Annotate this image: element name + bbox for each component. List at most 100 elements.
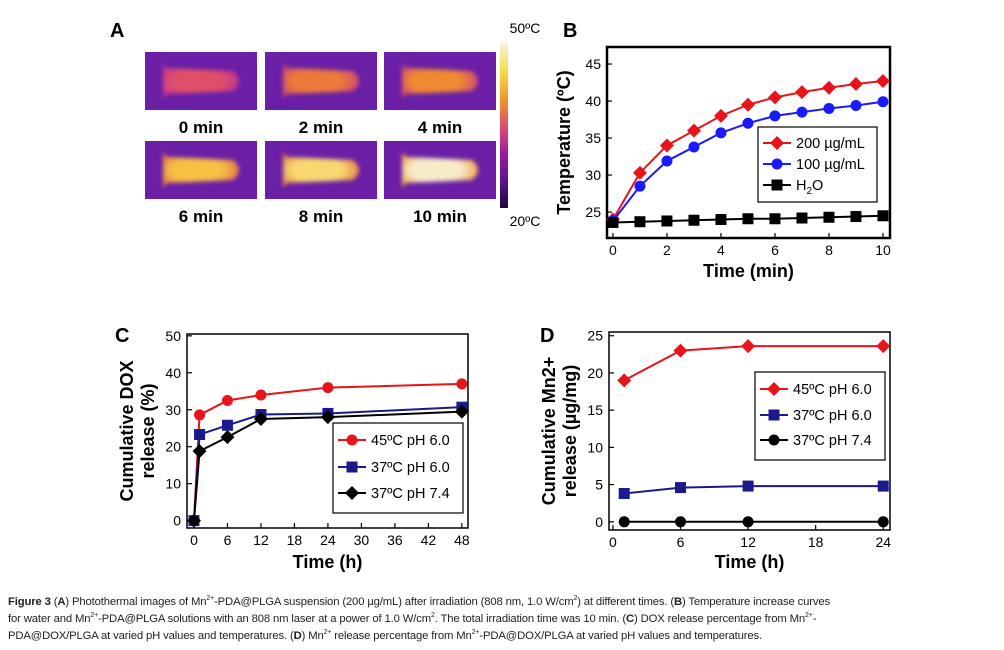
series-line	[623, 345, 884, 382]
caption-text: ) Temperature increase curves	[682, 596, 831, 608]
data-point-circle	[688, 141, 700, 153]
y-tick-label: 20	[587, 365, 603, 381]
x-tick-label: 0	[609, 242, 617, 258]
y-axis-title: Temperature (ºC)	[554, 70, 574, 214]
panel-a-thermal-images: A 0 min 2 min 4 min 6 min 8 min 10 min 50ºC 20ºC	[110, 20, 540, 229]
caption-text: -PDA@DOX/PLGA at varied pH values and te…	[479, 630, 762, 642]
y-tick-label: 50	[165, 328, 181, 344]
legend-label: 200 µg/mL	[796, 136, 865, 152]
x-axis-title: Time (h)	[715, 552, 785, 572]
caption-text: ) DOX release percentage from Mn	[634, 613, 806, 625]
x-axis-title: Time (h)	[293, 552, 363, 572]
data-point-diamond	[673, 343, 688, 358]
legend-label: 45ºC pH 6.0	[371, 433, 450, 449]
x-tick-label: 4	[717, 242, 725, 258]
thermal-image-frame	[384, 52, 496, 110]
data-point-diamond	[876, 339, 891, 354]
x-tick-label: 48	[454, 532, 470, 548]
y-axis-title: release (µg/mg)	[560, 365, 580, 497]
caption-text: A	[57, 596, 66, 608]
thermal-image-frame	[145, 52, 257, 110]
caption-text: -PDA@PLGA suspension (200 µg/mL) after i…	[214, 596, 574, 608]
x-tick-label: 6	[771, 242, 779, 258]
series-1	[618, 480, 889, 500]
data-point-diamond	[741, 339, 756, 354]
colorbar	[500, 42, 508, 208]
series-0	[617, 339, 891, 388]
legend-item: 37ºC pH 7.4	[760, 433, 872, 449]
legend-label: 37ºC pH 6.0	[793, 408, 872, 424]
data-point-circle	[877, 96, 889, 108]
x-tick-label: 2	[663, 242, 671, 258]
caption-text: B	[674, 596, 683, 608]
y-tick-label: 25	[585, 204, 601, 220]
legend-label: 37ºC pH 7.4	[793, 433, 872, 449]
data-point-square	[688, 214, 700, 226]
caption-superscript: 2+	[805, 612, 813, 619]
data-point-square	[715, 213, 727, 225]
series-line	[192, 410, 462, 521]
data-point-square	[661, 215, 673, 227]
x-tick-label: 8	[825, 242, 833, 258]
y-tick-label: 0	[595, 514, 603, 530]
legend-item: 37ºC pH 7.4	[338, 486, 450, 502]
plot-frame	[608, 331, 891, 531]
x-tick-label: 18	[808, 534, 824, 550]
data-point-diamond	[848, 77, 863, 92]
frame-time-label: 8 min	[299, 207, 343, 226]
y-tick-label: 40	[585, 93, 601, 109]
data-point-circle	[456, 378, 468, 390]
frame-time-label: 6 min	[179, 207, 223, 226]
thermal-image-frame	[265, 52, 377, 110]
y-tick-label: 45	[585, 56, 601, 72]
data-point-circle	[194, 409, 206, 421]
data-point-diamond	[220, 430, 235, 445]
x-tick-label: 10	[875, 242, 891, 258]
thermal-image-frame	[145, 141, 257, 199]
caption-text: (	[50, 596, 58, 608]
x-tick-label: 36	[387, 532, 403, 548]
data-point-diamond	[686, 123, 701, 138]
y-tick-label: 5	[595, 477, 603, 493]
x-tick-label: 42	[421, 532, 437, 548]
x-tick-label: 0	[190, 532, 198, 548]
data-point-diamond	[617, 373, 632, 388]
data-point-diamond	[794, 85, 809, 100]
series-0	[605, 74, 890, 227]
y-tick-label: 20	[165, 439, 181, 455]
caption-text: ) Photothermal images of Mn	[65, 596, 207, 608]
x-tick-label: 6	[677, 534, 685, 550]
legend: 200 µg/mL 100 µg/mL H2O	[757, 126, 878, 203]
plot-frame	[605, 45, 892, 240]
data-point-circle	[634, 180, 646, 192]
legend-label: 37ºC pH 7.4	[371, 486, 450, 502]
data-point-diamond	[770, 136, 784, 150]
data-point-square	[634, 216, 646, 228]
caption-superscript: 2+	[323, 629, 332, 636]
x-tick-label: 24	[320, 532, 336, 548]
panel-label-c: C	[115, 325, 129, 347]
caption-text: -	[812, 613, 817, 625]
data-point-diamond	[632, 165, 647, 180]
caption-text: PDA@DOX/PLGA at varied pH values and tem…	[8, 630, 294, 642]
y-tick-label: 25	[587, 328, 603, 344]
data-point-diamond	[875, 74, 890, 89]
data-point-circle	[768, 434, 780, 446]
caption-text: . The total irradiation time was 10 min.…	[434, 613, 627, 625]
data-point-diamond	[320, 410, 335, 425]
y-tick-label: 40	[165, 365, 181, 381]
data-point-diamond	[713, 108, 728, 123]
data-point-square	[675, 482, 687, 494]
caption-text: -PDA@PLGA solutions with an 808 nm laser…	[98, 613, 431, 625]
data-point-square	[796, 212, 808, 224]
panel-label-a: A	[110, 20, 124, 42]
data-point-circle	[877, 516, 889, 528]
data-point-circle	[742, 516, 754, 528]
y-tick-label: 30	[585, 167, 601, 183]
figure-caption: Figure 3 (A) Photothermal images of Mn2+…	[8, 594, 1003, 645]
data-point-circle	[675, 516, 687, 528]
data-point-circle	[221, 395, 233, 407]
caption-text: ) at different times. (	[577, 596, 674, 608]
data-point-diamond	[253, 411, 268, 426]
data-point-diamond	[740, 97, 755, 112]
